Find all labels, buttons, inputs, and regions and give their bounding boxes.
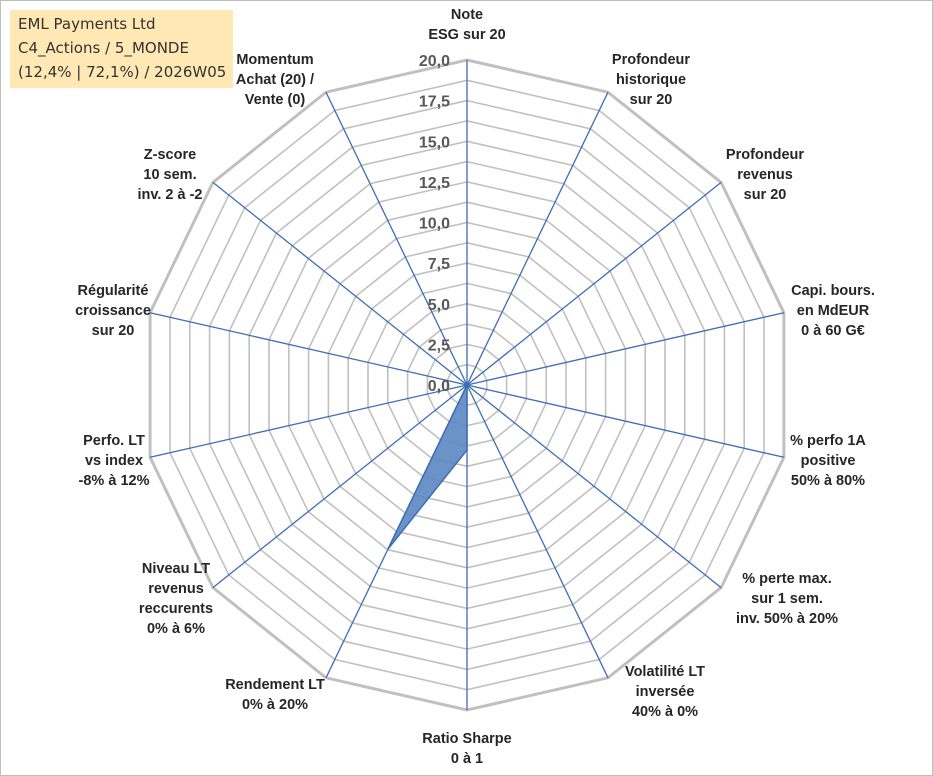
axis-label: Capi. bours. [791, 283, 875, 299]
axis-label: positive [801, 453, 856, 469]
axis-label: inv. 2 à -2 [137, 187, 202, 203]
axis-label: Profondeur [612, 52, 690, 68]
info-box: EML Payments Ltd C4_Actions / 5_MONDE (1… [10, 10, 233, 88]
axis-spoke [466, 384, 609, 679]
axis-label: inversée [636, 684, 695, 700]
tick-label: 20,0 [419, 53, 450, 70]
axis-label: sur 1 sem. [751, 591, 823, 607]
axis-spoke [466, 181, 722, 386]
axis-label: Niveau LT [142, 561, 210, 577]
axis-label: revenus [148, 581, 204, 597]
axis-label: Volatilité LT [625, 664, 705, 680]
tick-label: 12,5 [419, 175, 450, 192]
axis-spoke [212, 384, 468, 589]
axis-spoke [466, 91, 609, 386]
axis-label: reccurents [139, 601, 213, 617]
axis-spoke [212, 181, 468, 386]
axis-label: -8% à 12% [79, 473, 150, 489]
axis-label: 0% à 20% [242, 697, 308, 713]
axis-label: Z-score [144, 147, 196, 163]
axis-label: croissance [75, 303, 151, 319]
axis-spoke [466, 384, 785, 458]
tick-label: 2,5 [428, 337, 450, 354]
axis-spoke [325, 91, 468, 386]
tick-label: 10,0 [419, 216, 450, 233]
axis-label: Perfo. LT [83, 433, 145, 449]
axis-label: vs index [85, 453, 143, 469]
axis-label: Profondeur [726, 147, 804, 163]
tick-label: 5,0 [428, 297, 450, 314]
axis-label: ESG sur 20 [428, 27, 505, 43]
axis-label: sur 20 [630, 92, 673, 108]
axis-label: Ratio Sharpe [422, 731, 511, 747]
axis-spoke [149, 312, 468, 386]
axis-label: en MdEUR [797, 303, 870, 319]
axis-spoke [149, 384, 468, 458]
axis-spoke [466, 384, 722, 589]
axis-label: revenus [737, 167, 793, 183]
company-name: EML Payments Ltd [18, 15, 156, 33]
axis-label: 0 à 60 G€ [801, 323, 865, 339]
tick-label: 15,0 [419, 134, 450, 151]
axis-label: 10 sem. [143, 167, 196, 183]
axis-label: Momentum [236, 52, 313, 68]
axis-label: % perte max. [742, 571, 831, 587]
tick-label: 17,5 [419, 94, 450, 111]
axis-label: 0% à 6% [147, 621, 205, 637]
axis-label: Achat (20) / [236, 72, 314, 88]
category-label: C4_Actions / 5_MONDE [18, 39, 189, 57]
tick-label: 7,5 [428, 256, 450, 273]
axis-label: historique [616, 72, 686, 88]
axis-label: Note [451, 7, 483, 23]
axis-label: inv. 50% à 20% [736, 611, 838, 627]
series-area [387, 384, 468, 550]
axis-label: sur 20 [92, 323, 135, 339]
stats-label: (12,4% | 72,1%) / 2026W05 [18, 63, 227, 81]
axis-spoke [466, 312, 785, 386]
axis-label: Vente (0) [245, 92, 306, 108]
axis-label: 50% à 80% [791, 473, 865, 489]
axis-label: 40% à 0% [632, 704, 698, 720]
axis-label: Rendement LT [225, 677, 325, 693]
axis-label: % perfo 1A [790, 433, 866, 449]
tick-label: 0,0 [428, 378, 450, 395]
axis-label: Régularité [78, 283, 149, 299]
axis-label: sur 20 [744, 187, 787, 203]
axis-label: 0 à 1 [451, 751, 483, 767]
